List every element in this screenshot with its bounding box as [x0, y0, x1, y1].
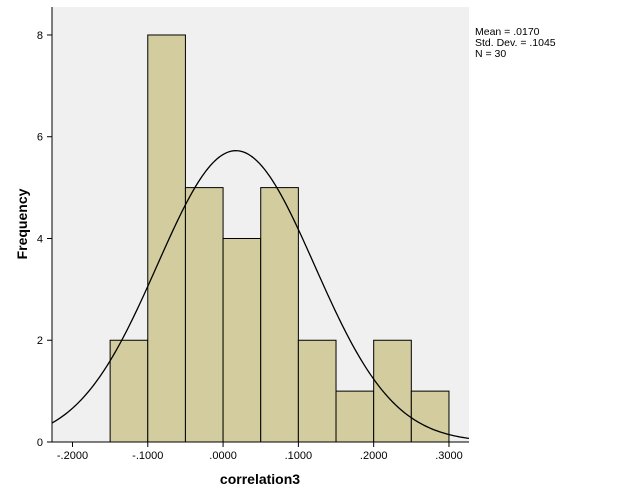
y-tick-label: 8: [37, 30, 43, 42]
y-axis-title: Frequency: [14, 188, 30, 259]
stats-box: Mean = .0170 Std. Dev. = .1045 N = 30: [475, 26, 556, 60]
stat-mean: Mean = .0170: [475, 26, 540, 38]
histogram-bars: [109, 34, 450, 443]
x-tick-label: .2000: [360, 450, 388, 462]
y-tick-label: 4: [37, 233, 43, 245]
x-axis-title: correlation3: [220, 471, 300, 487]
histogram-bar: [297, 339, 337, 443]
histogram-bar: [260, 187, 299, 443]
x-tick-label: .1000: [285, 450, 313, 462]
histogram-bar: [410, 390, 450, 443]
histogram-bar: [335, 390, 375, 443]
y-tick-label: 2: [37, 335, 43, 347]
histogram-bar: [147, 34, 186, 443]
y-tick-label: 6: [37, 132, 43, 144]
x-tick-label: .3000: [435, 450, 463, 462]
x-tick-label: .0000: [209, 450, 237, 462]
histogram-bar: [109, 339, 149, 443]
histogram-bar: [222, 237, 262, 443]
y-ticks: 0 2 4 6 8: [37, 30, 52, 449]
stat-n: N = 30: [475, 48, 506, 60]
x-tick-label: -.1000: [132, 450, 163, 462]
y-tick-label: 0: [37, 437, 43, 449]
histogram-bar: [184, 187, 224, 443]
x-tick-label: -.2000: [57, 450, 88, 462]
normal-curve: [51, 150, 470, 440]
stat-std-dev: Std. Dev. = .1045: [475, 37, 556, 49]
histogram-bar: [373, 339, 412, 443]
x-ticks: -.2000 -.1000 .0000 .1000 .2000 .3000: [57, 442, 463, 462]
